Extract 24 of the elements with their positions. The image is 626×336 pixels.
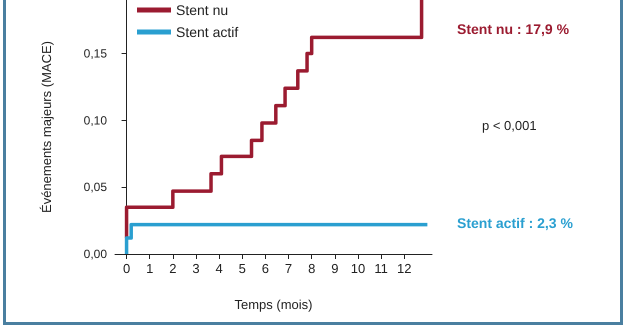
y-tick-label: 0,10	[84, 113, 108, 128]
x-tick-label: 7	[284, 261, 292, 276]
x-tick-label: 11	[374, 261, 388, 276]
legend-label: Stent nu	[176, 2, 228, 18]
x-tick-label: 4	[216, 261, 223, 276]
x-tick-label: 8	[308, 261, 316, 276]
x-tick-label: 3	[192, 261, 200, 276]
y-tick-label: 0,15	[84, 46, 108, 60]
legend-label: Stent actif	[176, 24, 238, 40]
x-tick-label: 1	[146, 261, 154, 276]
x-tick-label: 9	[331, 261, 338, 276]
x-tick-label: 10	[350, 261, 366, 276]
y-tick-label: 0,05	[84, 180, 108, 194]
x-tick-label: 6	[262, 261, 270, 276]
x-tick-label: 0	[122, 261, 130, 276]
x-axis-title: Temps (mois)	[234, 297, 313, 312]
text: Stent nu : 17,9 %	[457, 21, 570, 37]
x-tick-label: 2	[169, 261, 176, 276]
text: p < 0,001	[482, 118, 537, 133]
y-tick-label: 0,00	[84, 247, 108, 261]
x-tick-label: 12	[397, 261, 412, 276]
x-tick-label: 5	[238, 261, 246, 276]
y-axis-title: Événements majeurs (MACE)	[39, 41, 54, 213]
text: Stent actif : 2,3 %	[457, 215, 574, 231]
